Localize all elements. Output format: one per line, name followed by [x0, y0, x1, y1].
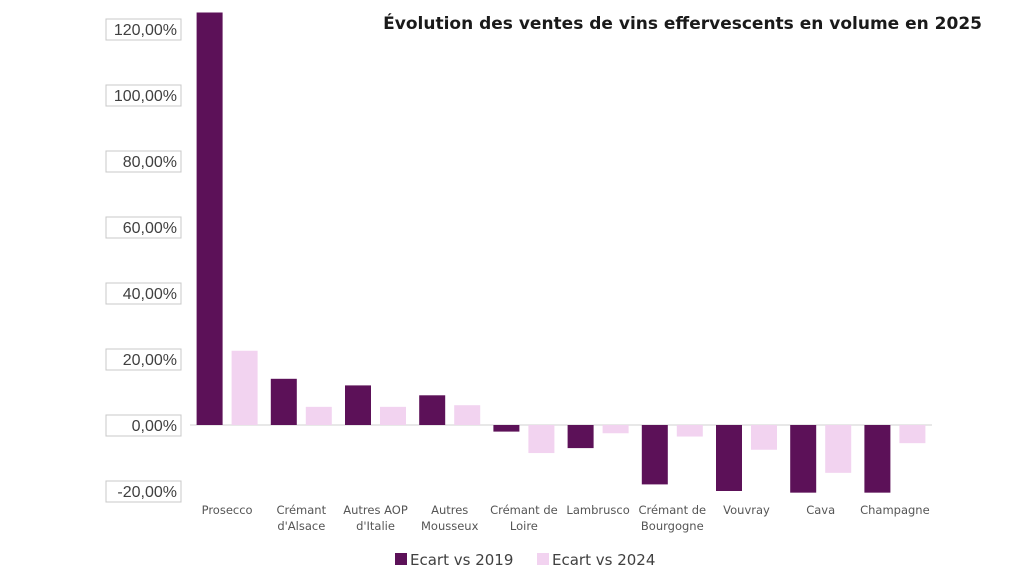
y-tick-label: 80,00% — [123, 154, 177, 171]
y-tick-box — [105, 216, 182, 239]
y-tick: 80,00% — [105, 150, 182, 173]
legend-swatch — [537, 553, 549, 565]
x-tick-label: Champagne — [860, 503, 930, 517]
bar-ecart-2019 — [567, 425, 594, 449]
y-tick-box — [105, 84, 182, 107]
y-tick-label: 0,00% — [132, 418, 177, 435]
bar-ecart-2019 — [641, 425, 668, 485]
y-tick: 100,00% — [105, 84, 182, 107]
legend-item: Ecart vs 2019 — [395, 551, 513, 569]
y-tick: 120,00% — [105, 18, 182, 41]
bar-ecart-2019 — [270, 378, 297, 425]
bar-ecart-2024 — [528, 425, 555, 454]
y-tick: 40,00% — [105, 282, 182, 305]
x-tick-label: Crémant d'Alsace — [276, 503, 326, 533]
bar-ecart-2024 — [825, 425, 852, 473]
legend-label: Ecart vs 2024 — [552, 551, 655, 569]
x-tick-label: Cava — [806, 503, 835, 517]
legend: Ecart vs 2019 Ecart vs 2024 — [395, 551, 655, 569]
x-tick-label: Lambrusco — [566, 503, 629, 517]
bar-ecart-2019 — [790, 425, 817, 493]
bar-ecart-2024 — [305, 406, 332, 425]
y-tick-label: 100,00% — [114, 88, 177, 105]
chart-title: Évolution des ventes de vins effervescen… — [383, 12, 982, 34]
bar-ecart-2019 — [716, 425, 742, 491]
bar-ecart-2019 — [493, 425, 520, 432]
x-axis: Prosecco Crémant d'Alsace Autres AOP d'Itali… — [202, 503, 930, 533]
bar-ecart-2024 — [751, 425, 777, 450]
y-tick: -20,00% — [105, 480, 182, 503]
bar-ecart-2019 — [196, 12, 223, 425]
x-tick-label: Crémant de Loire — [490, 503, 558, 533]
y-tick-label: -20,00% — [117, 484, 177, 501]
y-tick-label: 40,00% — [123, 286, 177, 303]
y-tick-label: 120,00% — [114, 22, 177, 39]
legend-label: Ecart vs 2019 — [410, 551, 513, 569]
bar-ecart-2019 — [864, 425, 891, 493]
x-tick-label: Prosecco — [202, 503, 253, 517]
y-tick: 60,00% — [105, 216, 182, 239]
y-tick: 0,00% — [105, 414, 182, 437]
y-tick-box — [105, 18, 182, 41]
y-tick: 20,00% — [105, 348, 182, 371]
y-axis: -20,00% 0,00% 20,00% 40,00% 60,00% 80,00% 100,… — [105, 18, 182, 503]
x-tick-label: Autres AOP d'Italie — [343, 503, 408, 533]
y-tick-box — [105, 348, 182, 371]
legend-swatch — [395, 553, 407, 565]
x-tick-label: Autres Mousseux — [421, 503, 479, 533]
bar-ecart-2024 — [454, 405, 481, 425]
y-tick-box — [105, 150, 182, 173]
bar-ecart-2019 — [345, 385, 371, 425]
legend-item: Ecart vs 2024 — [537, 551, 655, 569]
bar-ecart-2024 — [899, 425, 926, 444]
bars — [196, 12, 926, 493]
x-tick-label: Vouvray — [723, 503, 770, 517]
bar-ecart-2024 — [231, 350, 258, 425]
y-tick-box — [105, 480, 182, 503]
y-tick-label: 20,00% — [123, 352, 177, 369]
y-tick-box — [105, 414, 182, 437]
bar-ecart-2019 — [419, 395, 446, 425]
y-tick-box — [105, 282, 182, 305]
bar-ecart-2024 — [676, 425, 703, 437]
x-tick-label: Crémant de Bourgogne — [638, 503, 706, 533]
bar-ecart-2024 — [380, 406, 406, 425]
y-tick-label: 60,00% — [123, 220, 177, 237]
bar-ecart-2024 — [602, 425, 629, 434]
